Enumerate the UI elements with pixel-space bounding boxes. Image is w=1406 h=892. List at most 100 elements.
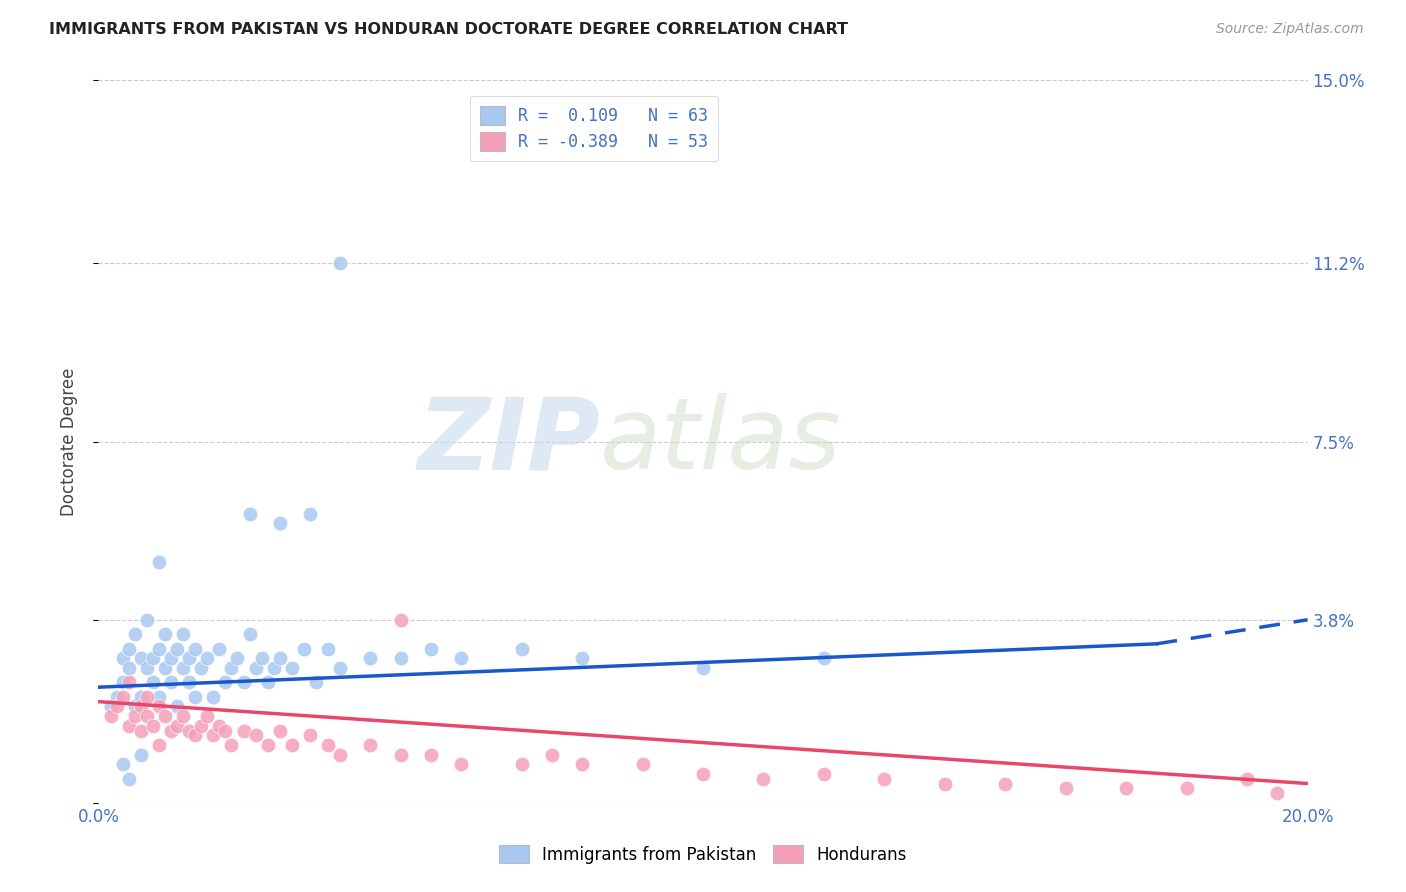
Point	[420, 747, 443, 762]
Point	[269, 516, 291, 531]
Point	[692, 767, 714, 781]
Point	[148, 738, 170, 752]
Point	[269, 651, 291, 665]
Point	[571, 757, 593, 772]
Point	[281, 738, 304, 752]
Point	[245, 728, 267, 742]
Point	[389, 613, 412, 627]
Point	[232, 675, 254, 690]
Point	[160, 675, 183, 690]
Point	[166, 641, 188, 656]
Point	[299, 728, 322, 742]
Point	[111, 757, 134, 772]
Point	[226, 651, 249, 665]
Point	[184, 728, 207, 742]
Point	[256, 738, 278, 752]
Point	[1175, 781, 1198, 796]
Point	[450, 757, 472, 772]
Point	[571, 651, 593, 665]
Point	[129, 747, 152, 762]
Point	[631, 757, 654, 772]
Point	[153, 627, 176, 641]
Point	[214, 675, 236, 690]
Point	[208, 719, 231, 733]
Point	[153, 709, 176, 723]
Point	[190, 719, 212, 733]
Point	[148, 690, 170, 704]
Point	[105, 699, 128, 714]
Point	[420, 641, 443, 656]
Point	[111, 675, 134, 690]
Point	[245, 661, 267, 675]
Point	[135, 661, 157, 675]
Point	[329, 661, 352, 675]
Point	[692, 661, 714, 675]
Point	[190, 661, 212, 675]
Point	[148, 699, 170, 714]
Point	[299, 507, 322, 521]
Point	[100, 699, 122, 714]
Point	[329, 256, 352, 270]
Point	[100, 709, 122, 723]
Point	[510, 757, 533, 772]
Point	[510, 641, 533, 656]
Point	[135, 709, 157, 723]
Point	[135, 613, 157, 627]
Point	[172, 709, 194, 723]
Point	[221, 661, 243, 675]
Point	[292, 641, 315, 656]
Point	[124, 627, 146, 641]
Point	[813, 651, 835, 665]
Point	[129, 651, 152, 665]
Point	[269, 723, 291, 738]
Text: Source: ZipAtlas.com: Source: ZipAtlas.com	[1216, 22, 1364, 37]
Point	[450, 651, 472, 665]
Point	[934, 776, 956, 790]
Point	[148, 555, 170, 569]
Point	[179, 675, 201, 690]
Point	[195, 709, 218, 723]
Point	[281, 661, 304, 675]
Point	[263, 661, 285, 675]
Point	[118, 675, 141, 690]
Point	[994, 776, 1017, 790]
Text: ZIP: ZIP	[418, 393, 600, 490]
Point	[1054, 781, 1077, 796]
Point	[142, 675, 165, 690]
Point	[124, 699, 146, 714]
Point	[208, 641, 231, 656]
Point	[1115, 781, 1137, 796]
Point	[389, 651, 412, 665]
Point	[166, 719, 188, 733]
Point	[329, 747, 352, 762]
Point	[221, 738, 243, 752]
Point	[118, 772, 141, 786]
Point	[135, 690, 157, 704]
Point	[202, 728, 225, 742]
Point	[813, 767, 835, 781]
Text: atlas: atlas	[600, 393, 842, 490]
Point	[142, 719, 165, 733]
Point	[1267, 786, 1289, 800]
Point	[184, 690, 207, 704]
Point	[195, 651, 218, 665]
Point	[179, 723, 201, 738]
Point	[124, 709, 146, 723]
Legend: R =  0.109   N = 63, R = -0.389   N = 53: R = 0.109 N = 63, R = -0.389 N = 53	[470, 95, 718, 161]
Point	[239, 507, 262, 521]
Point	[118, 719, 141, 733]
Point	[214, 723, 236, 738]
Point	[305, 675, 328, 690]
Point	[360, 651, 382, 665]
Point	[873, 772, 896, 786]
Point	[148, 641, 170, 656]
Point	[752, 772, 775, 786]
Point	[316, 641, 339, 656]
Legend: Immigrants from Pakistan, Hondurans: Immigrants from Pakistan, Hondurans	[492, 838, 914, 871]
Point	[239, 627, 262, 641]
Point	[202, 690, 225, 704]
Point	[160, 651, 183, 665]
Point	[118, 641, 141, 656]
Point	[1236, 772, 1258, 786]
Point	[172, 661, 194, 675]
